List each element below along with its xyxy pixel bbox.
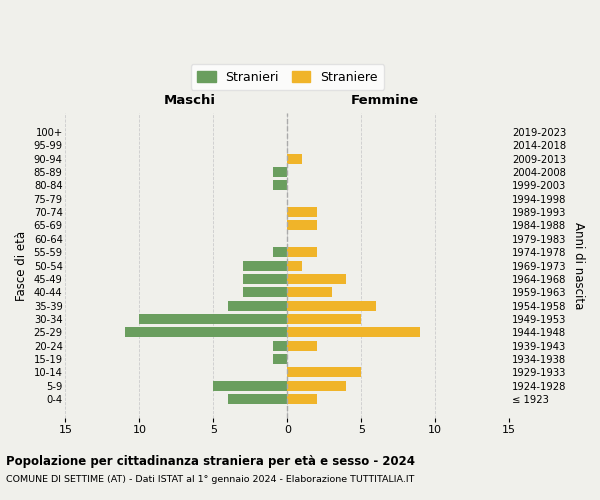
Bar <box>228 394 287 404</box>
Bar <box>272 167 287 177</box>
Bar <box>243 274 287 284</box>
Text: Popolazione per cittadinanza straniera per età e sesso - 2024: Popolazione per cittadinanza straniera p… <box>6 455 415 468</box>
Y-axis label: Fasce di età: Fasce di età <box>15 230 28 300</box>
Bar <box>287 394 317 404</box>
Bar <box>272 247 287 257</box>
Bar <box>287 314 361 324</box>
Bar <box>287 288 332 298</box>
Bar <box>287 300 376 310</box>
Legend: Stranieri, Straniere: Stranieri, Straniere <box>191 64 384 90</box>
Bar <box>272 354 287 364</box>
Bar <box>287 328 421 338</box>
Bar <box>287 274 346 284</box>
Bar <box>243 260 287 270</box>
Text: Maschi: Maschi <box>164 94 215 107</box>
Bar <box>287 368 361 378</box>
Text: Femmine: Femmine <box>351 94 419 107</box>
Bar <box>228 300 287 310</box>
Bar <box>287 260 302 270</box>
Bar <box>287 247 317 257</box>
Bar <box>287 220 317 230</box>
Bar <box>139 314 287 324</box>
Bar <box>214 381 287 391</box>
Bar <box>287 154 302 164</box>
Bar <box>272 180 287 190</box>
Bar <box>272 340 287 350</box>
Text: COMUNE DI SETTIME (AT) - Dati ISTAT al 1° gennaio 2024 - Elaborazione TUTTITALIA: COMUNE DI SETTIME (AT) - Dati ISTAT al 1… <box>6 475 415 484</box>
Bar <box>287 340 317 350</box>
Bar <box>243 288 287 298</box>
Y-axis label: Anni di nascita: Anni di nascita <box>572 222 585 309</box>
Bar <box>125 328 287 338</box>
Bar <box>287 207 317 217</box>
Bar <box>287 381 346 391</box>
